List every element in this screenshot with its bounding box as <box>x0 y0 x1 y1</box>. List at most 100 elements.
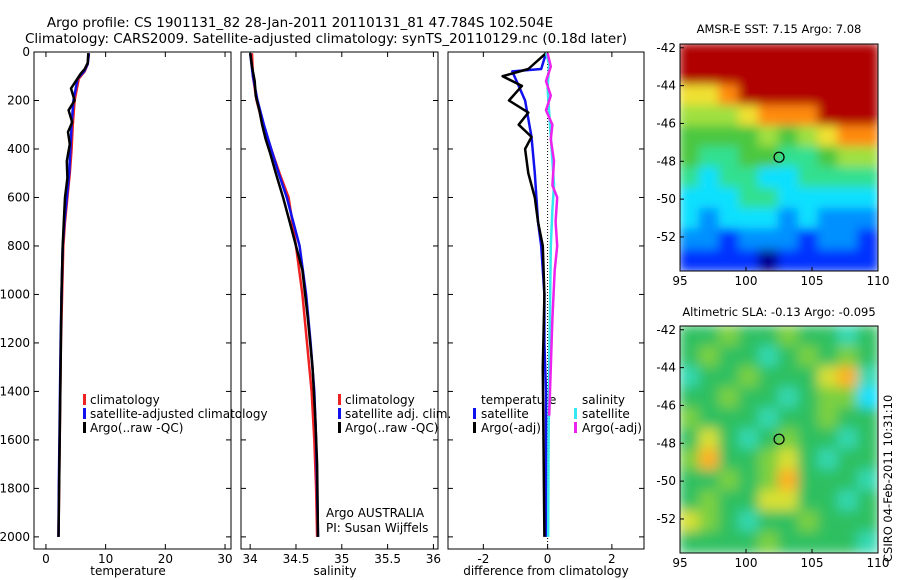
figure-title-line1: Argo profile: CS 1901131_82 28-Jan-2011 … <box>47 15 553 31</box>
salinity-xtick-label: 36 <box>426 552 441 566</box>
sla_map-cell <box>698 510 721 534</box>
sst_map-cell <box>837 125 860 149</box>
sla_map-cell <box>738 510 761 534</box>
sst_map-cell <box>718 146 741 169</box>
sla_map-cell <box>778 428 800 451</box>
legend-swatch-sal-argo <box>574 422 577 433</box>
difference-xtick-label: 2 <box>608 552 616 566</box>
sla_map-ytick-label: -44 <box>656 361 676 375</box>
sla_map-cell <box>778 448 800 472</box>
sst_map-cell <box>698 84 721 107</box>
legend-swatch-climatology <box>338 394 341 405</box>
sla_map-cell <box>758 366 780 389</box>
sst_map-cell <box>817 146 840 169</box>
sst_map-cell <box>778 125 800 149</box>
sla_map-cell <box>837 531 860 553</box>
sst_map-cell <box>857 44 878 66</box>
legend-swatch-argo <box>83 422 86 433</box>
sst_map-cell <box>797 44 820 66</box>
sla_map-cell <box>718 326 741 348</box>
sla_map-cell <box>817 469 840 493</box>
salinity-xtick-label: 35 <box>334 552 349 566</box>
sla_map-cell <box>797 469 820 493</box>
sla_map-cell <box>738 428 761 451</box>
temperature-ytick-label: 1600 <box>0 433 30 447</box>
temperature-legend-satellite: satellite-adjusted climatology <box>90 407 268 421</box>
salinity-xlabel: salinity <box>313 564 356 578</box>
difference-legend-temperature-satellite: satellite <box>481 407 529 421</box>
temperature-legend: climatology satellite-adjusted climatolo… <box>83 393 268 435</box>
sst_map-cell <box>718 187 741 211</box>
sst_map-cell <box>738 208 761 231</box>
sst_map-cell <box>817 84 840 107</box>
temperature-xtick-label: 10 <box>98 552 113 566</box>
salinity-xtick-label: 35.5 <box>374 552 401 566</box>
sst_map-cell <box>718 84 741 107</box>
sst_map-ytick-label: -52 <box>656 230 676 244</box>
sst_map-cell <box>758 166 780 190</box>
sla_map-cell <box>698 469 721 493</box>
difference-xtick-label: -2 <box>477 552 489 566</box>
sla_map-cell <box>857 326 878 348</box>
sla_map-cell <box>718 345 741 369</box>
sst-heatmap <box>680 44 878 271</box>
sla_map-cell <box>857 345 878 369</box>
sst_map-cell <box>680 63 701 87</box>
sst_map-cell <box>698 208 721 231</box>
sla_map-cell <box>857 386 878 410</box>
sst_map-cell <box>758 84 780 107</box>
difference-legend-salinity-satellite: satellite <box>582 407 630 421</box>
sst_map-cell <box>817 125 840 149</box>
sst_map-xtick-label: 105 <box>801 274 824 288</box>
sla_map-cell <box>698 531 721 553</box>
sst_map-cell <box>857 208 878 231</box>
sst_map-float-marker <box>773 151 785 163</box>
sla_map-cell <box>837 407 860 431</box>
sst_map-xtick-label: 110 <box>867 274 890 288</box>
sla_map-cell <box>680 448 701 472</box>
sst_map-cell <box>718 208 741 231</box>
temperature-ytick-label: 400 <box>7 142 30 156</box>
sla_map-cell <box>680 345 701 369</box>
sla_map-cell <box>837 345 860 369</box>
sla_map-cell <box>758 490 780 513</box>
sst_map-cell <box>738 63 761 87</box>
legend-swatch-argo <box>338 422 341 433</box>
sla_map-cell <box>738 386 761 410</box>
sla_map-cell <box>837 510 860 534</box>
legend-swatch-satellite <box>338 408 341 419</box>
temperature-ytick-label: 200 <box>7 93 30 107</box>
difference-series-temperature-argo-adj- <box>501 52 547 537</box>
sla_map-cell <box>857 407 878 431</box>
sla_map-cell <box>680 326 701 348</box>
sst_map-cell <box>817 166 840 190</box>
difference-legend-salinity-title: salinity <box>582 393 625 407</box>
sla_map-cell <box>817 407 840 431</box>
sla_map-cell <box>857 366 878 389</box>
sst_map-cell <box>698 187 721 211</box>
sst_map-cell <box>758 146 780 169</box>
sst_map-cell <box>837 166 860 190</box>
sla_map-cell <box>797 326 820 348</box>
sst_map-cell <box>778 208 800 231</box>
sla_map-cell <box>837 448 860 472</box>
salinity-legend: climatology satellite adj. clim. Argo(..… <box>338 393 451 435</box>
sla_map-cell <box>680 366 701 389</box>
sla_map-cell <box>698 407 721 431</box>
sla_map-cell <box>758 531 780 553</box>
salinity-xtick-label: 34.5 <box>283 552 310 566</box>
sst_map-cell <box>680 187 701 211</box>
temperature-xlabel: temperature <box>90 564 165 578</box>
sst_map-cell <box>817 249 840 271</box>
sst_map-cell <box>758 228 780 252</box>
sla_map-cell <box>758 428 780 451</box>
sst_map-cell <box>817 208 840 231</box>
sst_map-xtick-label: 95 <box>672 274 687 288</box>
sla_map-cell <box>797 448 820 472</box>
temperature-legend-argo: Argo(..raw -QC) <box>90 421 183 435</box>
sla_map-cell <box>778 531 800 553</box>
sla_map-cell <box>738 490 761 513</box>
sla_map-cell <box>778 490 800 513</box>
sla-map-title: Altimetric SLA: -0.13 Argo: -0.095 <box>682 305 875 319</box>
